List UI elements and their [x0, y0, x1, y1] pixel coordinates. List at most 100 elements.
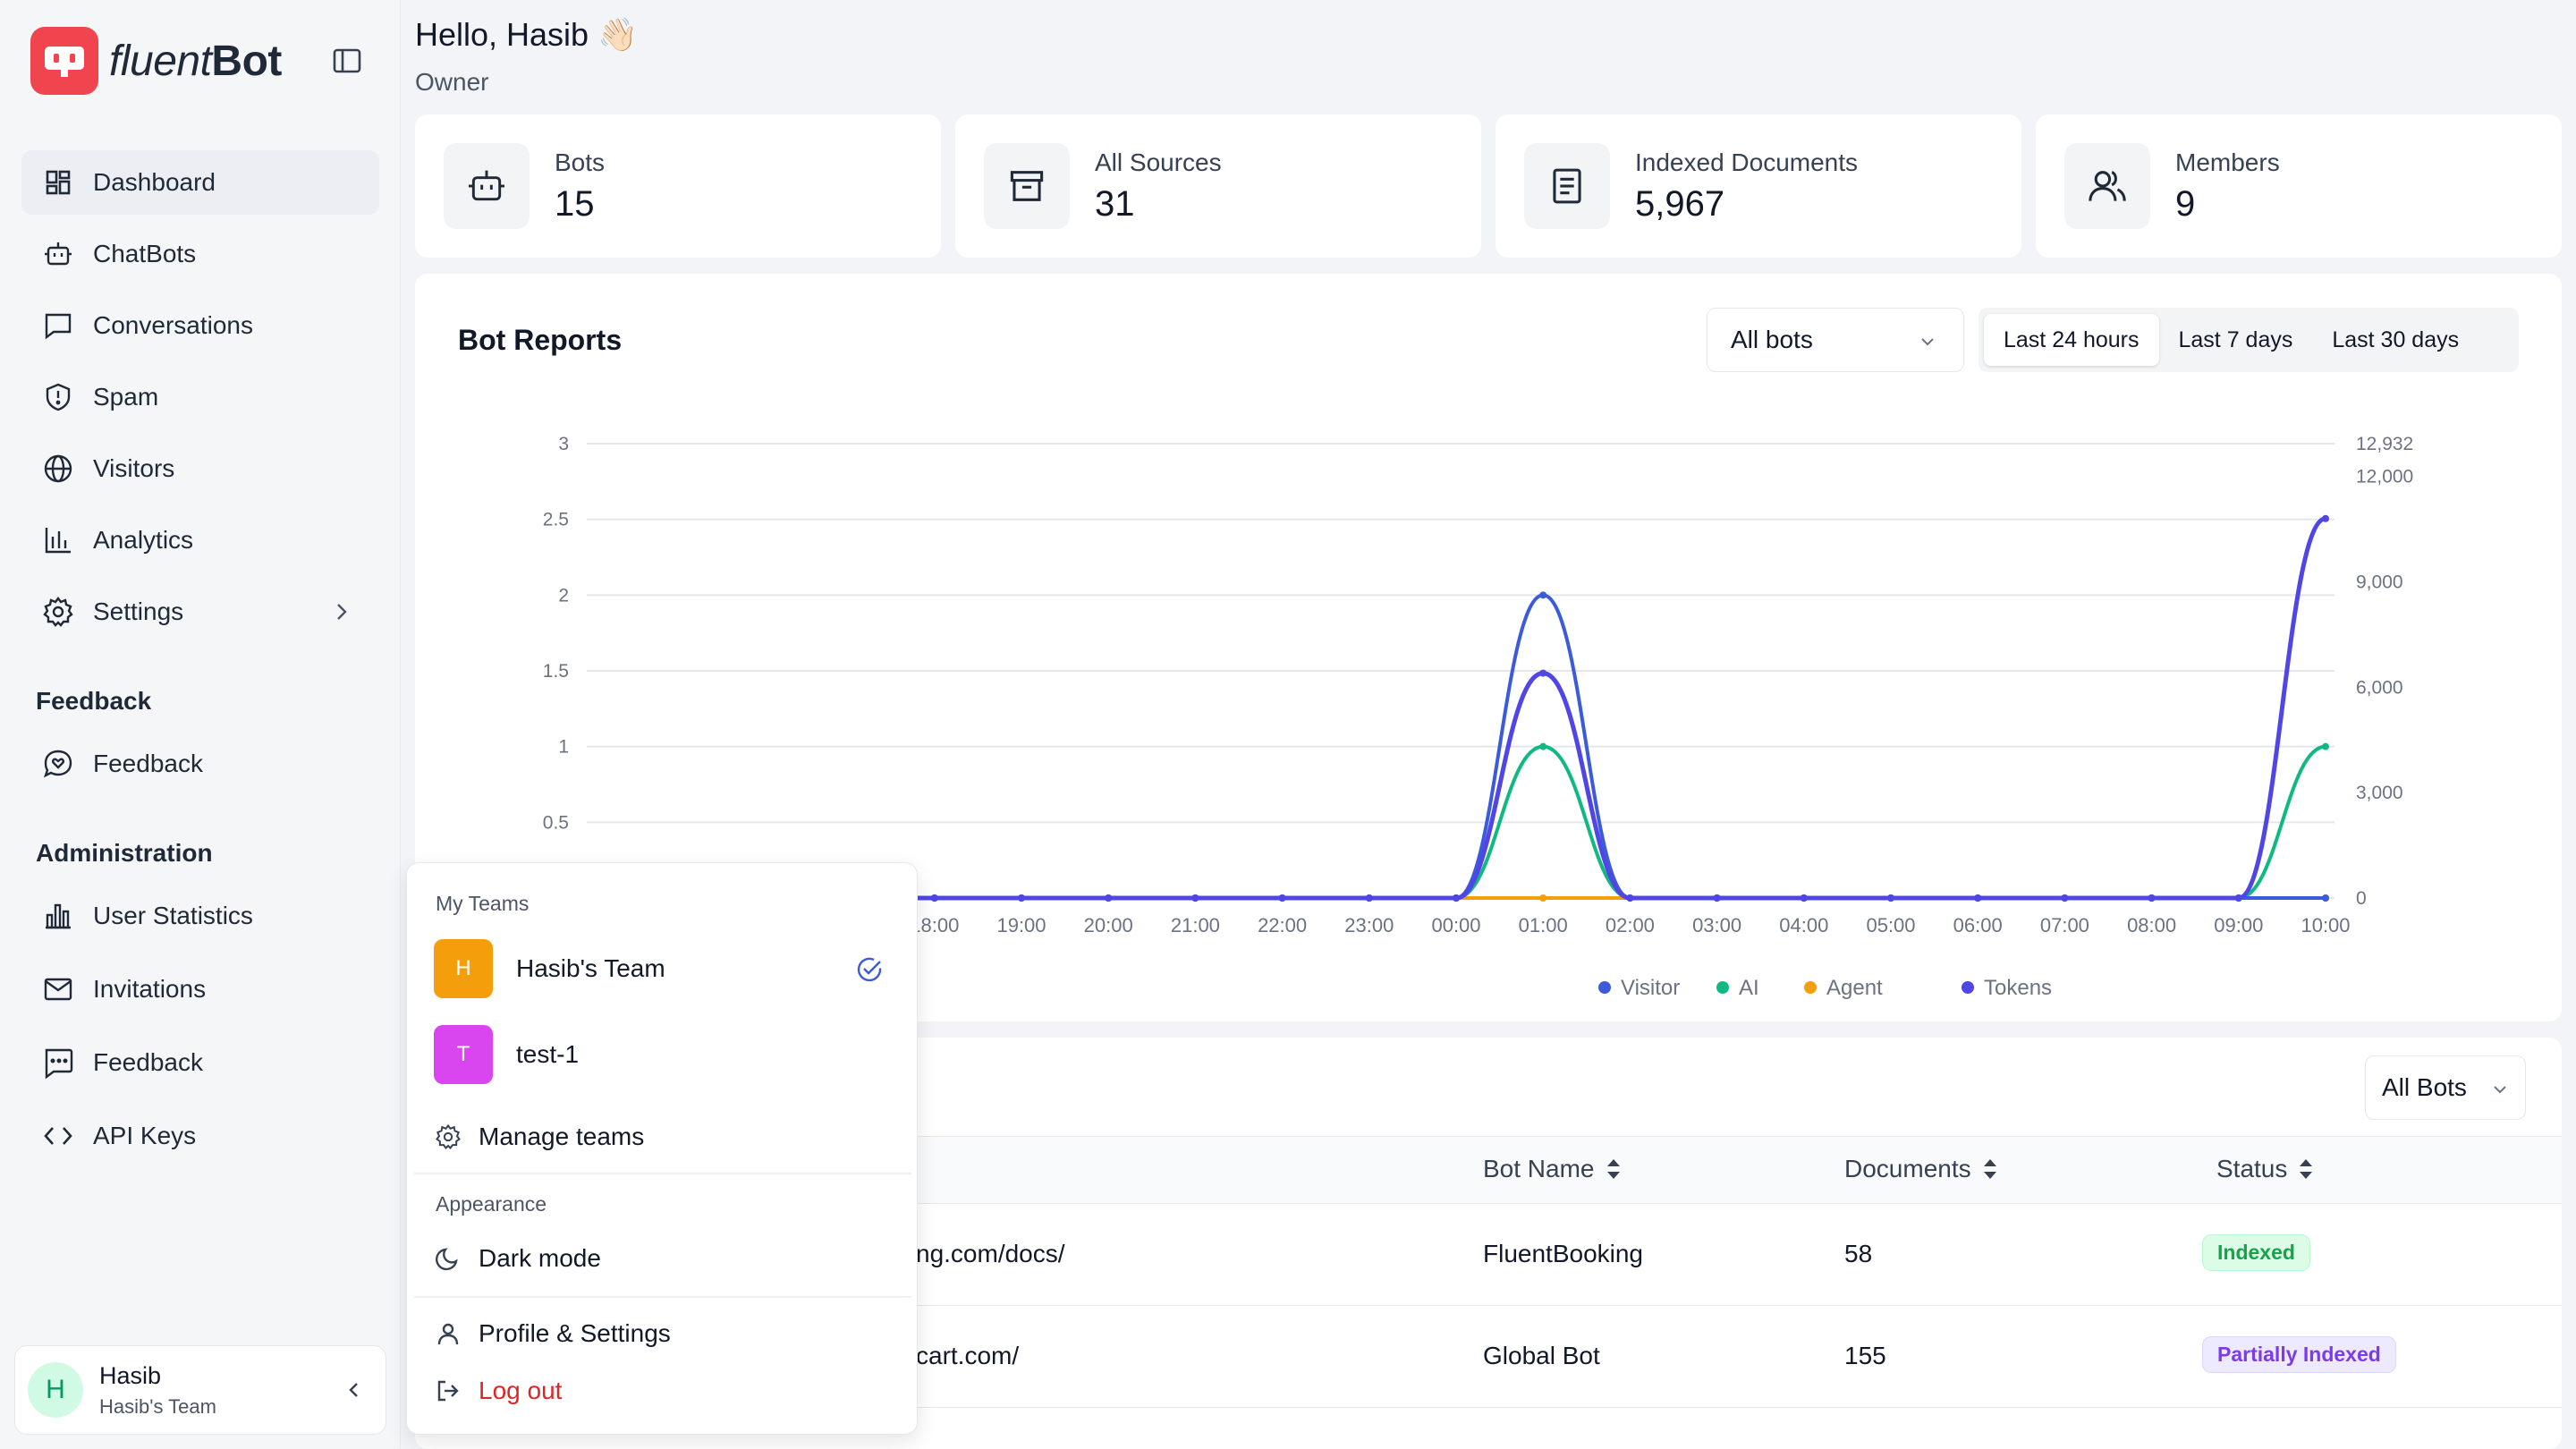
y-right-tick-label: 12,932	[2356, 434, 2413, 454]
bar-chart-icon	[41, 523, 75, 557]
user-account-switcher[interactable]: H Hasib Hasib's Team	[14, 1345, 386, 1435]
brand-logo[interactable]: fluentBot	[30, 27, 282, 95]
data-point-tokens	[1191, 894, 1199, 902]
table-row[interactable]: cart.com/ Global Bot 155 Partially Index…	[415, 1306, 2562, 1408]
x-tick-label: 05:00	[1866, 914, 1915, 936]
feedback-icon	[41, 747, 75, 781]
y-left-tick-label: 1.5	[543, 661, 569, 682]
series-line-tokens	[587, 516, 2326, 901]
data-point-tokens	[1887, 894, 1894, 902]
logout-icon	[434, 1377, 462, 1405]
gear-icon	[434, 1123, 462, 1151]
team-option-hasibs-team[interactable]: H Hasib's Team	[434, 938, 892, 999]
sidebar-item-chatbots[interactable]: ChatBots	[21, 222, 379, 286]
sidebar-item-label: Feedback	[93, 750, 203, 777]
sidebar-item-label: API Keys	[93, 1122, 197, 1149]
table-bot-filter-select[interactable]: All Bots	[2365, 1055, 2526, 1120]
stat-card-bots: Bots 15	[415, 114, 941, 258]
sort-icon	[2300, 1159, 2313, 1179]
sort-icon	[1606, 1159, 1620, 1179]
sidebar-item-dashboard[interactable]: Dashboard	[21, 150, 379, 215]
document-count: 155	[1844, 1342, 1886, 1369]
column-header-documents[interactable]: Documents	[1844, 1155, 2000, 1183]
data-point-visitor	[2322, 894, 2329, 902]
menu-divider	[414, 1173, 911, 1174]
table-row[interactable]: ng.com/docs/ FluentBooking 58 Indexed	[415, 1204, 2562, 1306]
sidebar-item-label: Feedback	[93, 1048, 203, 1076]
appearance-label: Appearance	[436, 1192, 547, 1216]
team-avatar: T	[434, 1025, 493, 1084]
y-left-tick-label: 2	[558, 585, 569, 606]
data-point-tokens	[2322, 514, 2329, 522]
sidebar-item-label: Spam	[93, 383, 159, 411]
stat-value: 31	[1095, 183, 1135, 224]
column-header-bot-name[interactable]: Bot Name	[1483, 1155, 1623, 1183]
x-tick-label: 02:00	[1606, 914, 1655, 936]
team-option-test-1[interactable]: T test-1	[434, 1024, 892, 1085]
sidebar-toggle-icon[interactable]	[329, 43, 365, 79]
my-teams-label: My Teams	[436, 892, 530, 915]
bot-filter-select[interactable]: All bots	[1707, 308, 1964, 372]
legend-label: AI	[1739, 976, 1759, 1000]
sidebar-item-user-statistics[interactable]: User Statistics	[21, 884, 379, 948]
y-left-tick-label: 0.5	[543, 812, 569, 833]
feedback-section-title: Feedback	[36, 687, 152, 715]
x-tick-label: 10:00	[2301, 914, 2350, 936]
sidebar-item-feedback[interactable]: Feedback	[21, 732, 379, 796]
main-nav: Dashboard ChatBots Conversations Spam Vi…	[21, 150, 379, 651]
data-point-tokens	[930, 894, 938, 902]
sidebar-item-invitations[interactable]: Invitations	[21, 957, 379, 1021]
sidebar-item-label: ChatBots	[93, 240, 197, 267]
y-right-tick-label: 3,000	[2356, 783, 2403, 803]
menu-item-label: Dark mode	[479, 1244, 601, 1272]
stat-value: 9	[2175, 183, 2196, 224]
range-last-7-days[interactable]: Last 7 days	[2178, 326, 2293, 352]
shield-icon	[41, 380, 75, 414]
sidebar-item-settings[interactable]: Settings	[21, 580, 379, 644]
source-url: ng.com/docs/	[916, 1240, 1065, 1267]
administration-section-title: Administration	[36, 839, 213, 867]
sidebar-item-visitors[interactable]: Visitors	[21, 436, 379, 501]
status-badge: Indexed	[2202, 1234, 2310, 1271]
dark-mode-item[interactable]: Dark mode	[434, 1235, 892, 1282]
range-last-24-hours[interactable]: Last 24 hours	[1984, 314, 2159, 366]
team-name: Hasib's Team	[516, 954, 665, 982]
logout-item[interactable]: Log out	[434, 1368, 892, 1414]
stats-icon	[41, 899, 75, 933]
x-tick-label: 20:00	[1084, 914, 1133, 936]
reports-title: Bot Reports	[458, 324, 623, 356]
table-bot-filter-value: All Bots	[2382, 1073, 2467, 1101]
profile-settings-item[interactable]: Profile & Settings	[434, 1310, 892, 1357]
data-point-tokens	[1278, 894, 1286, 902]
team-name: test-1	[516, 1040, 580, 1068]
sidebar-item-label: Analytics	[93, 526, 194, 554]
sidebar-item-api-keys[interactable]: API Keys	[21, 1104, 379, 1168]
manage-teams-item[interactable]: Manage teams	[434, 1114, 892, 1160]
bot-name: Global Bot	[1483, 1342, 1600, 1369]
stat-value: 5,967	[1635, 183, 1725, 224]
data-point-visitor	[1539, 591, 1547, 599]
x-tick-label: 08:00	[2127, 914, 2176, 936]
mail-icon	[41, 972, 75, 1006]
user-team-name: Hasib's Team	[99, 1394, 216, 1418]
column-header-status[interactable]: Status	[2216, 1155, 2316, 1183]
legend-marker-agent	[1804, 981, 1817, 994]
menu-item-label: Manage teams	[479, 1123, 645, 1150]
legend-marker-visitor	[1598, 981, 1611, 994]
range-last-30-days[interactable]: Last 30 days	[2332, 326, 2460, 352]
sidebar-item-spam[interactable]: Spam	[21, 365, 379, 429]
archive-icon	[984, 143, 1070, 229]
page-title: Hello, Hasib 👋🏻	[415, 16, 638, 53]
message-icon	[41, 1046, 75, 1080]
users-icon	[2064, 143, 2150, 229]
logo-icon	[30, 27, 98, 95]
stat-card-sources: All Sources 31	[955, 114, 1481, 258]
x-tick-label: 09:00	[2214, 914, 2263, 936]
data-point-tokens	[1713, 894, 1721, 902]
sidebar-item-admin-feedback[interactable]: Feedback	[21, 1030, 379, 1095]
sidebar-item-conversations[interactable]: Conversations	[21, 293, 379, 358]
stat-card-members: Members 9	[2036, 114, 2562, 258]
data-point-ai	[2322, 742, 2329, 750]
sidebar-item-analytics[interactable]: Analytics	[21, 508, 379, 572]
sidebar-item-label: Visitors	[93, 454, 175, 482]
